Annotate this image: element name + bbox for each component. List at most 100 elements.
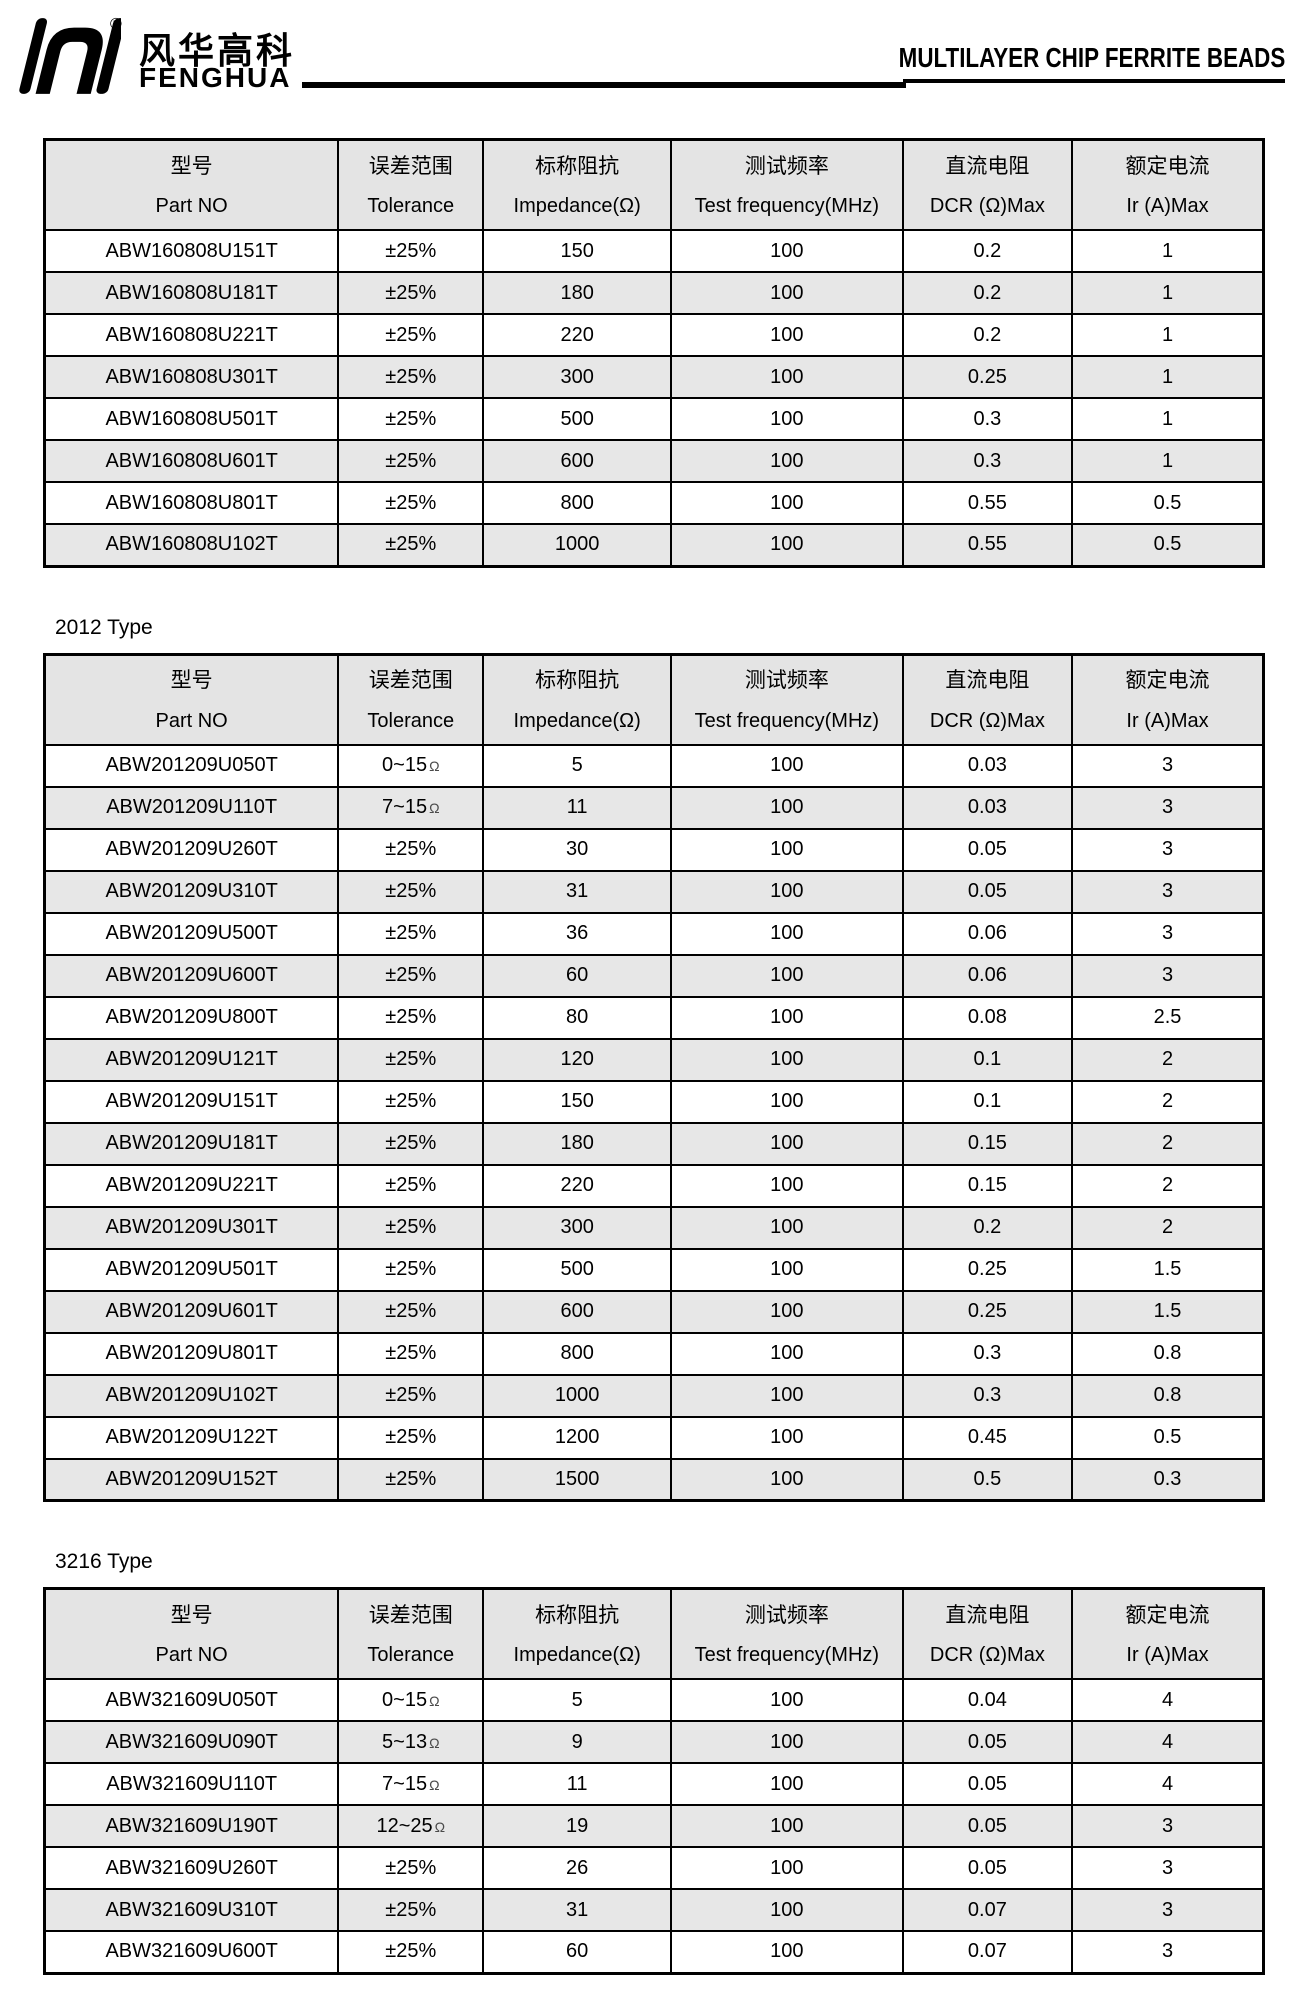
- dcr-cell: 0.45: [901, 1415, 1074, 1460]
- table-row: ABW160808U221T ±25% 220 100 0.2 1: [43, 313, 1265, 357]
- column-header-en: Test frequency(MHz): [694, 195, 880, 217]
- part-no-cell: ABW201209U181T: [43, 1121, 340, 1166]
- dcr-cell: 0.07: [901, 1888, 1074, 1932]
- tolerance-cell: ±25%: [337, 481, 485, 525]
- tolerance-range: 7~15: [382, 796, 428, 818]
- part-no-cell: ABW201209U301T: [43, 1205, 340, 1250]
- rated-current-cell: 0.5: [1071, 1415, 1265, 1460]
- column-header: 误差范围 Tolerance: [337, 653, 485, 746]
- column-header: 型号 Part NO: [43, 653, 340, 746]
- tolerance-cell: ±25%: [337, 271, 485, 315]
- dcr-cell: 0.04: [901, 1678, 1074, 1722]
- test-frequency-cell: 100: [670, 1678, 904, 1722]
- rated-current-cell: 4: [1071, 1720, 1265, 1764]
- table-row: ABW201209U600T ±25% 60 100 0.06 3: [43, 953, 1265, 998]
- column-header-cn: 误差范围: [368, 669, 453, 692]
- test-frequency-cell: 100: [670, 1205, 904, 1250]
- impedance-cell: 180: [482, 271, 673, 315]
- column-header-en: Impedance(Ω): [513, 709, 641, 732]
- table-row: ABW201209U801T ±25% 800 100 0.3 0.8: [43, 1331, 1265, 1376]
- column-header-en: Part NO: [155, 195, 228, 217]
- tolerance-cell: 0~15 Ω: [337, 743, 485, 788]
- table-row: ABW201209U122T ±25% 1200 100 0.45 0.5: [43, 1415, 1265, 1460]
- rated-current-cell: 1.5: [1071, 1289, 1265, 1334]
- table-header-row: 型号 Part NO 误差范围 Tolerance 标称阻抗 Impedance(Ω) 测试…: [43, 1587, 1265, 1680]
- dcr-cell: 0.3: [901, 397, 1074, 441]
- part-no-cell: ABW201209U501T: [43, 1247, 340, 1292]
- rated-current-cell: 3: [1071, 827, 1265, 872]
- column-header: 标称阻抗 Impedance(Ω): [482, 1587, 673, 1680]
- test-frequency-cell: 100: [670, 1247, 904, 1292]
- rated-current-cell: 3: [1071, 785, 1265, 830]
- tolerance-cell: ±25%: [337, 1289, 485, 1334]
- spec-table: 型号 Part NO 误差范围 Tolerance 标称阻抗 Impedance(Ω) 测试…: [43, 652, 1265, 1502]
- tolerance-cell: 7~15 Ω: [337, 785, 485, 830]
- part-no-cell: ABW321609U190T: [43, 1804, 340, 1848]
- fenghua-logo-mark: [19, 18, 121, 94]
- table-row: ABW201209U110T 7~15 Ω 11 100 0.03 3: [43, 785, 1265, 830]
- column-header-cn: 标称阻抗: [535, 669, 620, 692]
- tolerance-range: 0~15: [382, 1688, 428, 1711]
- tolerance-cell: 7~15 Ω: [337, 1762, 485, 1806]
- tolerance-cell: ±25%: [337, 869, 485, 914]
- impedance-cell: 30: [482, 827, 673, 872]
- column-header-en: Ir (A)Max: [1126, 1644, 1209, 1666]
- part-no-cell: ABW160808U221T: [43, 313, 340, 357]
- dcr-cell: 0.2: [901, 271, 1074, 315]
- column-header-cn: 额定电流: [1125, 1603, 1210, 1627]
- part-no-cell: ABW321609U090T: [43, 1720, 340, 1764]
- dcr-cell: 0.2: [901, 1205, 1074, 1250]
- rated-current-cell: 1.5: [1071, 1247, 1265, 1292]
- tolerance-cell: ±25%: [337, 355, 485, 399]
- impedance-cell: 5: [482, 743, 673, 788]
- tolerance-range: 0~15: [382, 754, 428, 776]
- ohm-unit: Ω: [429, 758, 440, 774]
- tolerance-cell: ±25%: [337, 1331, 485, 1376]
- part-no-cell: ABW201209U221T: [43, 1163, 340, 1208]
- column-header-cn: 测试频率: [744, 154, 829, 178]
- column-header: 误差范围 Tolerance: [337, 138, 485, 231]
- ohm-unit: Ω: [429, 800, 440, 816]
- dcr-cell: 0.07: [901, 1930, 1074, 1974]
- part-no-cell: ABW201209U122T: [43, 1415, 340, 1460]
- table-row: ABW201209U260T ±25% 30 100 0.05 3: [43, 827, 1265, 872]
- rated-current-cell: 3: [1071, 1804, 1265, 1848]
- test-frequency-cell: 100: [670, 1373, 904, 1418]
- tolerance-cell: ±25%: [337, 1846, 485, 1890]
- dcr-cell: 0.3: [901, 1331, 1074, 1376]
- table-row: ABW201209U301T ±25% 300 100 0.2 2: [43, 1205, 1265, 1250]
- rated-current-cell: 4: [1071, 1678, 1265, 1722]
- column-header: 型号 Part NO: [43, 1587, 340, 1680]
- impedance-cell: 31: [482, 1888, 673, 1932]
- impedance-cell: 5: [482, 1678, 673, 1722]
- impedance-cell: 600: [482, 439, 673, 483]
- rated-current-cell: 2: [1071, 1121, 1265, 1166]
- table-row: ABW201209U152T ±25% 1500 100 0.5 0.3: [43, 1457, 1265, 1502]
- column-header-cn: 误差范围: [368, 1603, 453, 1627]
- test-frequency-cell: 100: [670, 355, 904, 399]
- impedance-cell: 150: [482, 229, 673, 273]
- impedance-cell: 11: [482, 785, 673, 830]
- impedance-cell: 80: [482, 995, 673, 1040]
- part-no-cell: ABW321609U260T: [43, 1846, 340, 1890]
- table-row: ABW201209U181T ±25% 180 100 0.15 2: [43, 1121, 1265, 1166]
- test-frequency-cell: 100: [670, 1331, 904, 1376]
- test-frequency-cell: 100: [670, 1888, 904, 1932]
- column-header: 型号 Part NO: [43, 138, 340, 231]
- tolerance-cell: 0~15 Ω: [337, 1678, 485, 1722]
- table-row: ABW160808U102T ±25% 1000 100 0.55 0.5: [43, 523, 1265, 567]
- rated-current-cell: 2: [1071, 1037, 1265, 1082]
- part-no-cell: ABW201209U110T: [43, 785, 340, 830]
- impedance-cell: 120: [482, 1037, 673, 1082]
- part-no-cell: ABW160808U501T: [43, 397, 340, 441]
- part-no-cell: ABW321609U310T: [43, 1888, 340, 1932]
- part-no-cell: ABW201209U050T: [43, 743, 340, 788]
- test-frequency-cell: 100: [670, 1720, 904, 1764]
- test-frequency-cell: 100: [670, 1457, 904, 1502]
- rated-current-cell: 0.8: [1071, 1331, 1265, 1376]
- part-no-cell: ABW160808U102T: [43, 523, 340, 567]
- column-header-en: Part NO: [155, 709, 228, 732]
- page-header: ® 风华高科 FENGHUA MULTILAYER CHIP FERRITE B…: [0, 0, 1298, 138]
- impedance-cell: 1200: [482, 1415, 673, 1460]
- ohm-unit: Ω: [429, 1776, 440, 1793]
